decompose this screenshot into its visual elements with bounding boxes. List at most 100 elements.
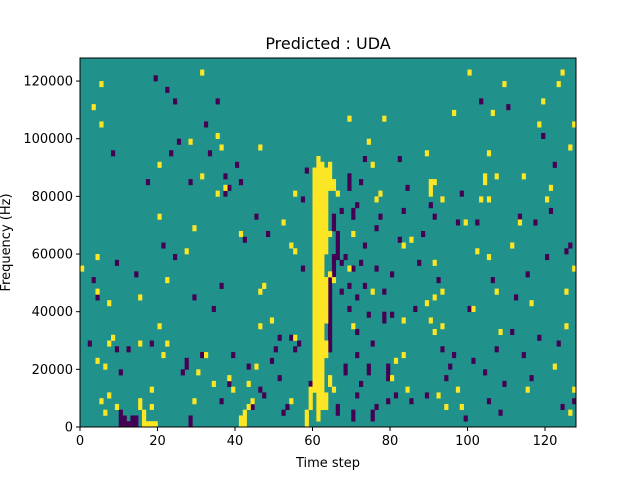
heatmap-cell-high xyxy=(320,271,325,278)
heatmap-cell-low xyxy=(568,242,573,249)
heatmap-cell-high xyxy=(320,282,325,289)
heatmap-cell-high xyxy=(312,254,317,261)
heatmap-cell-low xyxy=(95,294,100,301)
heatmap-cell-high xyxy=(103,409,108,416)
heatmap-cell-high xyxy=(316,294,321,301)
heatmap-cell-high xyxy=(242,409,247,416)
heatmap-cell-low xyxy=(331,213,337,220)
heatmap-cell-low xyxy=(374,403,379,411)
heatmap-cell-high xyxy=(324,277,329,284)
heatmap-cell-high xyxy=(324,202,329,209)
heatmap-cell-high xyxy=(320,294,325,301)
heatmap-cell-high xyxy=(316,202,321,209)
heatmap-cell-low xyxy=(122,415,127,422)
heatmap-cell-low xyxy=(176,138,182,145)
heatmap-cell-high xyxy=(308,398,313,405)
heatmap-cell-high xyxy=(149,421,154,428)
heatmap-cell-high xyxy=(316,213,321,220)
heatmap-cell-high xyxy=(95,288,100,295)
heatmap-cell-high xyxy=(351,323,356,330)
heatmap-cell-low xyxy=(188,179,193,186)
heatmap-cell-high xyxy=(366,138,371,145)
heatmap-cell-low xyxy=(289,334,294,341)
heatmap-cell-high xyxy=(258,144,263,151)
heatmap-cell-high xyxy=(312,363,317,370)
heatmap-cell-low xyxy=(498,409,503,416)
heatmap-cell-high xyxy=(312,207,317,214)
heatmap-cell-high xyxy=(494,288,499,295)
heatmap-cell-low xyxy=(184,363,189,370)
heatmap-cell-low xyxy=(335,409,340,416)
heatmap-cell-low xyxy=(328,334,333,341)
heatmap-cell-high xyxy=(320,375,325,382)
heatmap-cell-high xyxy=(320,213,325,220)
heatmap-cell-high xyxy=(370,288,375,295)
heatmap-cell-low xyxy=(126,346,131,353)
heatmap-cell-high xyxy=(320,161,325,168)
heatmap-cell-low xyxy=(308,380,313,387)
heatmap-cell-high xyxy=(312,213,317,220)
heatmap-cell-high xyxy=(142,409,147,416)
heatmap-cell-low xyxy=(378,213,383,220)
heatmap-cell-low xyxy=(118,409,123,416)
heatmap-cell-high xyxy=(331,277,337,284)
heatmap-cell-low xyxy=(134,421,139,428)
heatmap-cell-high xyxy=(215,132,220,140)
heatmap-cell-low xyxy=(436,277,441,284)
heatmap-cell-low xyxy=(118,415,123,422)
heatmap-cell-high xyxy=(572,265,577,272)
heatmap-cell-high xyxy=(324,282,329,289)
heatmap-cell-high xyxy=(347,265,352,272)
heatmap-cell-high xyxy=(157,213,162,220)
heatmap-cell-high xyxy=(316,196,321,203)
heatmap-cell-high xyxy=(316,282,321,289)
heatmap-cell-low xyxy=(211,305,216,312)
heatmap-cell-high xyxy=(328,179,333,186)
heatmap-cell-low xyxy=(339,207,344,214)
heatmap-cell-high xyxy=(560,69,565,76)
heatmap-cell-low xyxy=(173,254,178,261)
heatmap-cell-high xyxy=(250,398,255,405)
heatmap-cell-low xyxy=(328,282,333,289)
heatmap-cell-high xyxy=(320,340,325,347)
heatmap-cell-low xyxy=(335,254,340,261)
heatmap-cell-high xyxy=(320,398,325,405)
heatmap-cell-low xyxy=(258,386,263,393)
heatmap-cell-high xyxy=(331,184,337,191)
heatmap-cell-high xyxy=(312,184,317,191)
heatmap-cell-low xyxy=(118,369,123,376)
heatmap-cell-high xyxy=(312,311,317,318)
heatmap-cell-high xyxy=(316,219,321,226)
heatmap-cell-high xyxy=(312,225,317,232)
heatmap-cell-high xyxy=(316,398,321,405)
heatmap-cell-high xyxy=(145,421,151,428)
heatmap-cell-high xyxy=(316,242,321,249)
heatmap-cell-low xyxy=(219,282,224,289)
heatmap-cell-high xyxy=(316,380,321,387)
heatmap-cell-low xyxy=(173,98,178,105)
heatmap-cell-high xyxy=(316,317,321,324)
heatmap-cell-low xyxy=(556,340,561,347)
heatmap-cell-high xyxy=(324,190,329,197)
heatmap-cell-low xyxy=(207,150,213,157)
heatmap-cell-high xyxy=(440,196,445,203)
heatmap-cell-high xyxy=(316,230,321,238)
heatmap-cell-high xyxy=(107,340,112,347)
heatmap-cell-low xyxy=(560,403,565,411)
heatmap-cell-high xyxy=(405,386,410,393)
heatmap-cell-low xyxy=(382,288,387,295)
heatmap-cell-low xyxy=(355,352,360,359)
heatmap-cell-low xyxy=(355,294,360,301)
y-tick-label: 20000 xyxy=(32,363,73,378)
heatmap-cell-low xyxy=(448,363,453,370)
heatmap-cell-low xyxy=(347,173,352,180)
heatmap-cell-high xyxy=(153,421,158,428)
heatmap-cell-high xyxy=(304,409,309,416)
heatmap-cell-low xyxy=(328,305,333,312)
heatmap-cell-high xyxy=(316,369,321,376)
heatmap-cell-high xyxy=(428,190,433,197)
heatmap-cell-high xyxy=(320,259,325,266)
heatmap-cell-high xyxy=(200,173,205,180)
heatmap-cell-high xyxy=(471,305,476,312)
